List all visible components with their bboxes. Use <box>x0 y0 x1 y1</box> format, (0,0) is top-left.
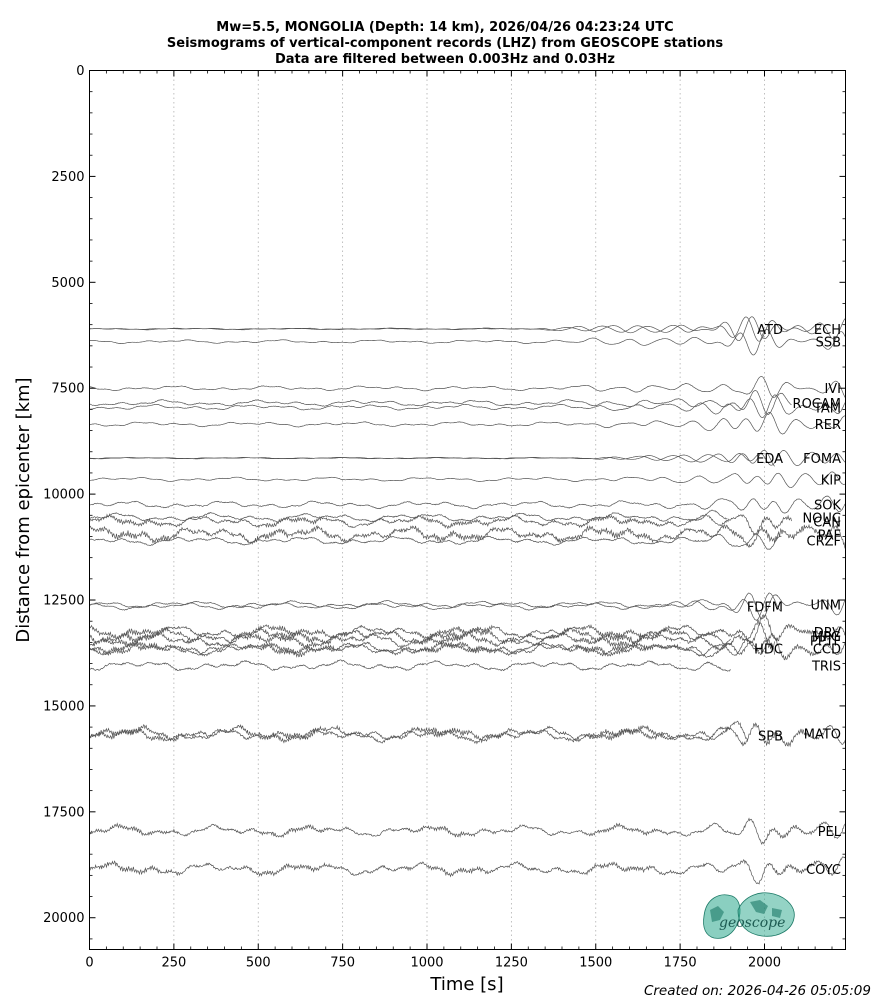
y-tick-label: 0 <box>76 64 84 79</box>
chart-title-line-1: Mw=5.5, MONGOLIA (Depth: 14 km), 2026/04… <box>216 20 673 35</box>
x-tick-label: 2000 <box>748 956 781 971</box>
axis-ticks: 0 250 500 750 1000 1250 1500 1750 20000250050007… <box>43 64 846 971</box>
chart-title-line-2: Seismograms of vertical-component record… <box>167 36 723 51</box>
trace-spb <box>89 722 846 748</box>
station-label-rer: RER <box>815 418 841 433</box>
trace-kip <box>89 471 846 489</box>
station-label-mpg: MPG <box>812 630 841 645</box>
trace-nouc <box>89 509 728 523</box>
station-label-rocam: ROCAM <box>793 397 841 412</box>
vertical-grid <box>173 70 765 950</box>
station-label-ccd: CCD <box>813 643 841 658</box>
trace-ccd <box>89 633 846 661</box>
x-tick-label: 750 <box>330 956 355 971</box>
y-axis-label: Distance from epicenter [km] <box>13 377 34 642</box>
station-label-tris: TRIS <box>811 660 841 675</box>
station-label-crzf: CRZF <box>807 535 842 550</box>
x-tick-label: 500 <box>246 956 271 971</box>
trace-atd <box>89 316 846 342</box>
station-label-mato: MATO <box>804 727 841 742</box>
station-label-ivi: IVI <box>824 382 841 397</box>
station-label-foma: FOMA <box>803 452 841 467</box>
y-tick-label: 10000 <box>43 488 84 503</box>
trace-tris <box>89 659 731 672</box>
trace-coyc <box>89 856 846 885</box>
x-tick-label: 1750 <box>664 956 697 971</box>
station-label-tam: TAM <box>813 401 841 416</box>
trace-paf <box>89 523 846 550</box>
station-label-kip: KIP <box>821 473 841 488</box>
x-tick-label: 250 <box>161 956 186 971</box>
x-axis-label: Time [s] <box>429 974 503 995</box>
trace-mpg <box>89 618 775 650</box>
trace-eda <box>89 450 846 466</box>
station-label-unm: UNM <box>811 598 841 613</box>
geoscope-logo: geoscope <box>703 892 795 939</box>
station-label-atd: ATD <box>757 323 783 338</box>
station-label-ech: ECH <box>814 323 841 338</box>
trace-pptf <box>89 629 732 651</box>
trace-drv <box>89 614 846 645</box>
x-tick-label: 1500 <box>579 956 612 971</box>
trace-fdfm <box>89 592 782 621</box>
trace-crzf <box>89 533 782 550</box>
station-label-pptf: PPTF <box>810 634 841 649</box>
trace-rocam <box>89 390 792 415</box>
trace-hdc <box>89 636 775 657</box>
station-label-fdfm: FDFM <box>747 600 783 615</box>
y-tick-label: 17500 <box>43 805 84 820</box>
trace-unm <box>89 592 846 620</box>
y-tick-label: 15000 <box>43 699 84 714</box>
seismogram-traces <box>89 316 846 885</box>
station-label-nouc: NOUC <box>802 511 841 526</box>
x-tick-label: 1000 <box>410 956 443 971</box>
trace-ssb <box>89 329 846 356</box>
logo-text: geoscope <box>719 915 785 931</box>
y-tick-label: 7500 <box>51 382 84 397</box>
logo-continents <box>710 900 782 922</box>
logo-globe-left <box>703 894 741 939</box>
station-label-spb: SPB <box>758 730 783 745</box>
x-tick-label: 0 <box>85 956 93 971</box>
station-label-pel: PEL <box>818 825 842 840</box>
station-label-sok: SOK <box>814 499 841 514</box>
chart-title-line-3: Data are filtered between 0.003Hz and 0.… <box>275 52 615 67</box>
plot-frame <box>89 70 846 950</box>
x-tick-label: 1250 <box>495 956 528 971</box>
trace-tam <box>89 394 846 418</box>
created-timestamp: Created on: 2026-04-26 05:05:09 <box>644 983 871 999</box>
station-label-hdc: HDC <box>754 643 783 658</box>
trace-pel <box>89 817 846 846</box>
trace-sok <box>89 495 846 514</box>
trace-ivi <box>89 376 846 399</box>
y-tick-label: 5000 <box>51 276 84 291</box>
station-label-ssb: SSB <box>816 336 841 351</box>
trace-mato <box>89 720 748 744</box>
station-label-eda: EDA <box>756 452 783 467</box>
y-tick-label: 20000 <box>43 911 84 926</box>
y-tick-label: 12500 <box>43 594 84 609</box>
trace-rer <box>89 412 846 435</box>
trace-can <box>89 513 792 536</box>
station-label-coyc: COYC <box>806 863 841 878</box>
station-label-paf: PAF <box>818 528 841 543</box>
station-label-can: CAN <box>813 516 841 531</box>
station-label-drv: DRV <box>814 626 841 641</box>
y-tick-label: 2500 <box>51 170 84 185</box>
